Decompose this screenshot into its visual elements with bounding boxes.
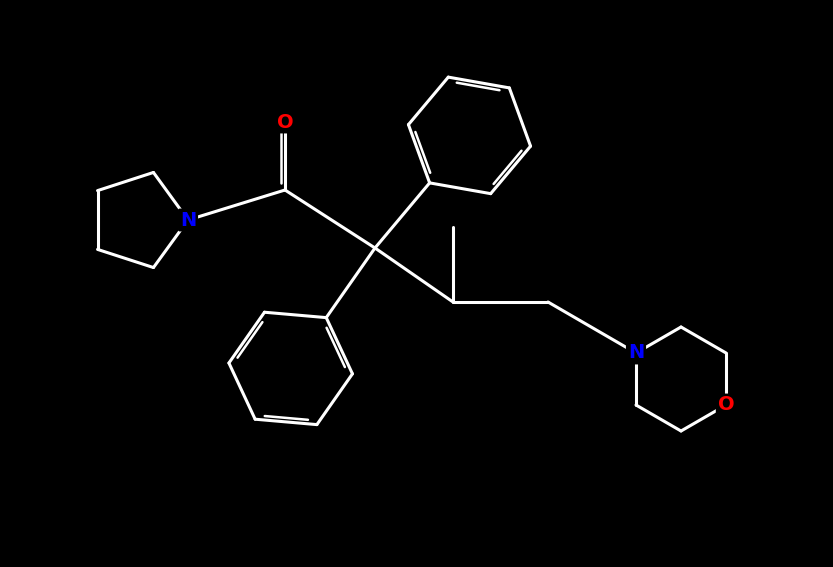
Text: O: O [718, 396, 735, 414]
Text: N: N [180, 210, 196, 230]
Text: N: N [628, 344, 644, 362]
Text: O: O [277, 112, 293, 132]
